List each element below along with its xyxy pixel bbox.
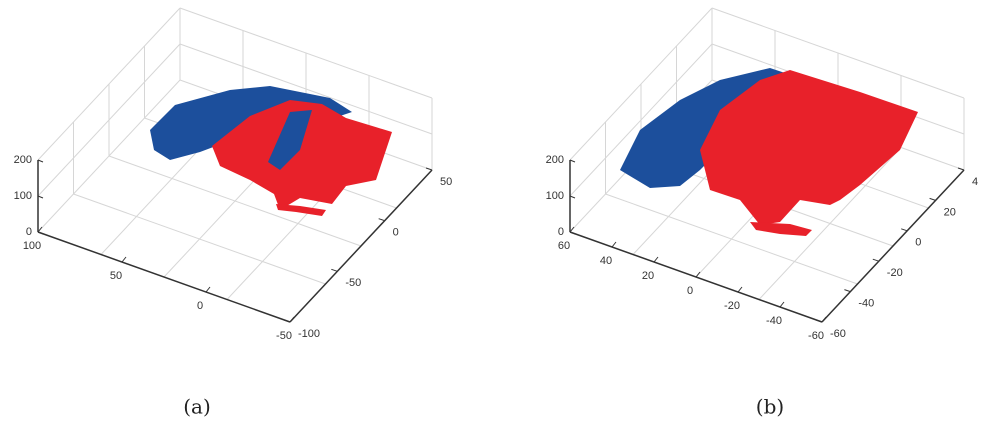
- left-tick-label: 40: [600, 255, 612, 267]
- left-tick-label: 100: [23, 240, 41, 252]
- tick: [929, 197, 936, 201]
- tick: [901, 228, 908, 232]
- red-fragment: [750, 222, 812, 236]
- tick: [378, 218, 385, 222]
- tick: [611, 241, 617, 248]
- tick: [283, 319, 291, 323]
- wall-grid: [711, 7, 965, 99]
- panel-caption: (a): [183, 395, 211, 419]
- tick: [779, 301, 785, 308]
- z-tick-label: 100: [546, 190, 564, 202]
- left-tick-label: -60: [808, 330, 824, 342]
- left-tick-label: 60: [558, 240, 570, 252]
- right-tick-label: -20: [887, 267, 903, 279]
- tick: [569, 226, 575, 233]
- right-tick-label: 0: [915, 237, 921, 249]
- tick: [121, 256, 127, 263]
- tick: [289, 316, 295, 323]
- right-tick-label: -100: [298, 328, 320, 340]
- z-tick-label: 0: [558, 226, 564, 238]
- z-tick-label: 200: [14, 154, 32, 166]
- wall-grid: [569, 43, 713, 197]
- red-fragment: [276, 204, 326, 216]
- point-cloud-a: [150, 86, 392, 216]
- red-cloud: [212, 100, 392, 210]
- z-tick-label: 100: [14, 190, 32, 202]
- right-tick-label: 50: [440, 176, 452, 188]
- tick: [37, 159, 44, 163]
- left-tick-label: 50: [110, 270, 122, 282]
- tick: [569, 231, 576, 235]
- tick: [815, 319, 823, 323]
- axis-line: [821, 169, 965, 323]
- tick: [37, 231, 44, 235]
- left-tick-label: 0: [197, 300, 203, 312]
- z-tick-label: 200: [546, 154, 564, 166]
- tick: [737, 286, 743, 293]
- left-tick-label: -20: [724, 300, 740, 312]
- tick: [425, 167, 433, 171]
- tick: [569, 195, 576, 199]
- wall-grid: [179, 7, 433, 99]
- z-tick-label: 0: [26, 226, 32, 238]
- right-tick-label: -50: [345, 277, 361, 289]
- axis-line: [37, 231, 291, 323]
- tick: [957, 167, 965, 171]
- right-tick-label: -60: [830, 328, 846, 340]
- tick: [569, 159, 576, 163]
- right-tick-label: -40: [858, 298, 874, 310]
- left-tick-label: -40: [766, 315, 782, 327]
- right-tick-label: 20: [944, 206, 956, 218]
- tick: [205, 286, 211, 293]
- right-tick-label: 0: [393, 227, 399, 239]
- tick: [653, 256, 659, 263]
- point-cloud-b: [620, 68, 918, 236]
- tick: [37, 226, 43, 233]
- wall-grid: [569, 7, 713, 161]
- tick: [331, 268, 338, 272]
- floor-grid: [758, 147, 902, 300]
- left-tick-label: 20: [642, 270, 654, 282]
- wall-grid: [37, 7, 181, 161]
- wall-grid: [37, 43, 181, 197]
- tick: [695, 271, 701, 278]
- wall-grid: [179, 43, 433, 135]
- tick: [872, 258, 879, 262]
- tick: [37, 195, 44, 199]
- blue-strip: [268, 110, 312, 170]
- axis-line: [289, 169, 433, 323]
- left-tick-label: -50: [276, 330, 292, 342]
- red-cloud: [700, 70, 918, 225]
- panel-caption: (b): [756, 395, 784, 419]
- tick: [821, 316, 827, 323]
- left-tick-label: 0: [687, 285, 693, 297]
- tick: [844, 289, 851, 293]
- right-tick-label: 4: [972, 176, 978, 188]
